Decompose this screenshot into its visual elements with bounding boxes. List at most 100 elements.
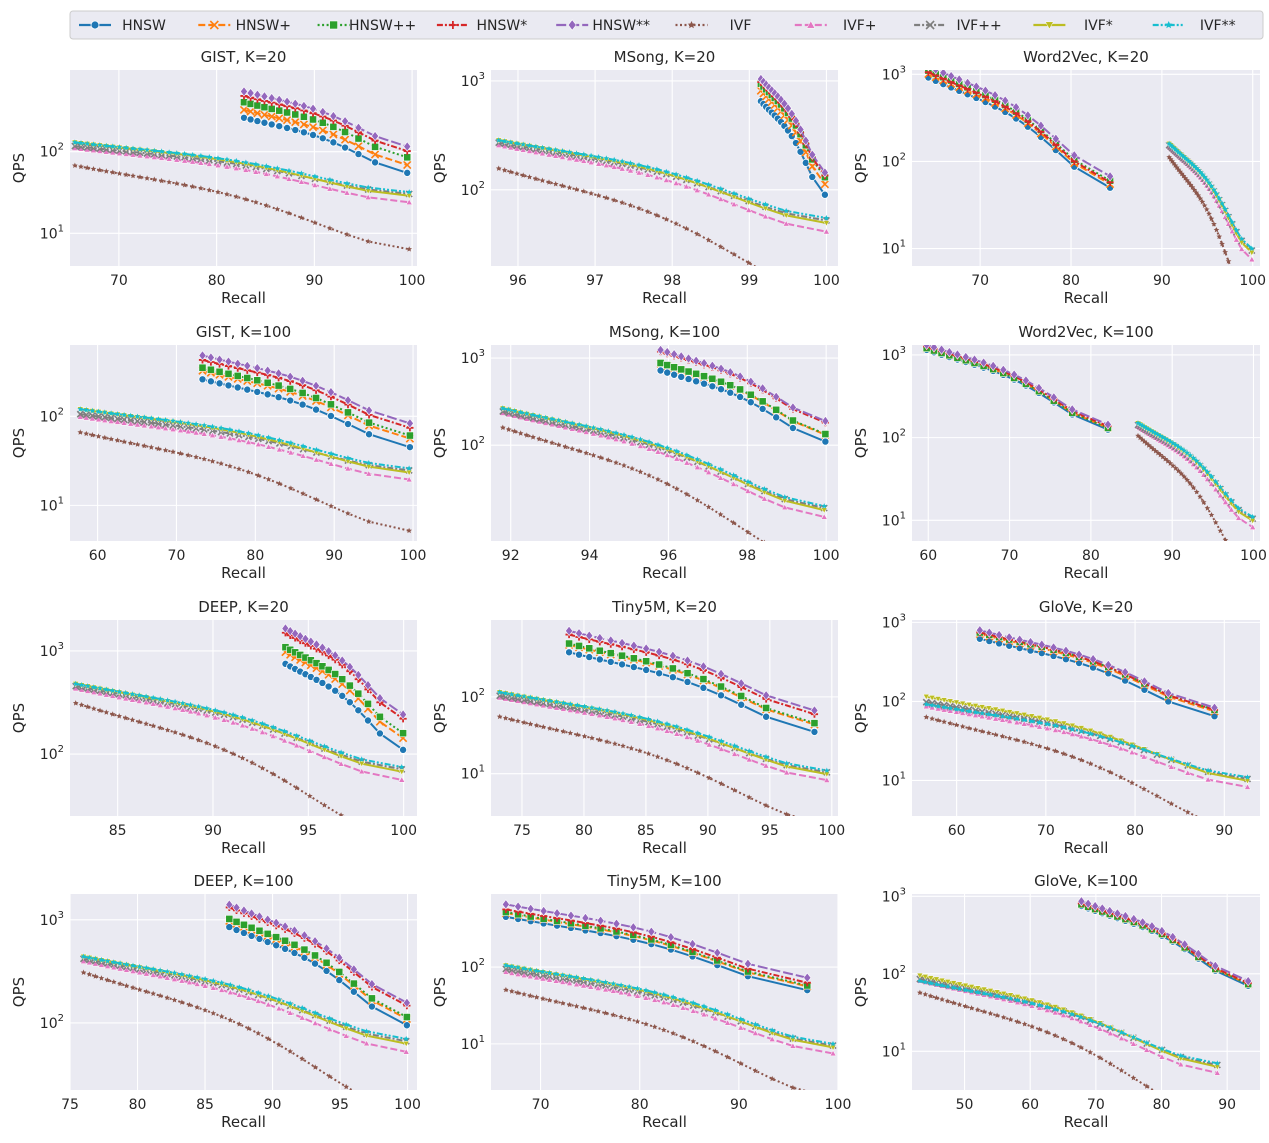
legend-item-hnswplus: HNSW+ (198, 18, 291, 34)
series-line (74, 141, 410, 194)
data-point (103, 168, 110, 174)
series-line (505, 988, 807, 1090)
series-hnsw (239, 113, 412, 177)
plot-area (912, 70, 1260, 266)
data-point (274, 393, 283, 402)
data-point (974, 985, 982, 992)
data-point (772, 413, 781, 422)
data-point (559, 972, 566, 978)
data-point (149, 971, 157, 978)
data-point (1204, 469, 1211, 475)
data-point (136, 963, 143, 970)
data-point (511, 408, 518, 414)
data-point (98, 975, 105, 981)
data-point (663, 346, 672, 358)
legend-label: IVF** (1200, 18, 1236, 34)
data-point (546, 179, 552, 185)
data-point (546, 997, 553, 1003)
series-line (499, 715, 798, 816)
data-point (509, 988, 515, 994)
legend-label: IVF (730, 18, 752, 34)
data-point (193, 454, 199, 460)
data-point (574, 702, 581, 708)
data-point (127, 440, 134, 446)
data-point (1097, 1020, 1103, 1027)
data-point (985, 705, 993, 712)
x-axis-label: Recall (1064, 289, 1109, 307)
data-point (972, 726, 979, 733)
data-point (1216, 195, 1223, 201)
data-point (399, 745, 408, 754)
data-point (705, 504, 712, 510)
data-point (114, 411, 121, 417)
data-point (144, 146, 150, 153)
data-point (97, 707, 103, 713)
data-point (787, 108, 796, 120)
data-point (322, 966, 331, 975)
data-point (932, 70, 940, 75)
data-point (602, 161, 610, 169)
data-point (1170, 160, 1177, 166)
x-axis-label: Recall (642, 839, 687, 857)
data-point (730, 480, 738, 487)
data-point (275, 94, 284, 106)
data-point (717, 377, 725, 386)
data-point (683, 733, 691, 740)
data-point (157, 992, 163, 999)
data-point (642, 994, 650, 1001)
data-point (539, 975, 547, 982)
data-point (1096, 1025, 1104, 1032)
data-point (683, 669, 692, 678)
data-point (218, 1013, 225, 1019)
data-point (1211, 960, 1220, 972)
data-point (634, 1018, 641, 1024)
data-point (312, 1064, 319, 1070)
data-point (788, 424, 797, 433)
data-point (184, 427, 192, 435)
data-point (1087, 735, 1095, 742)
data-point (575, 642, 583, 650)
data-point (619, 716, 627, 723)
data-point (354, 122, 363, 133)
data-point (1249, 513, 1256, 520)
data-point (717, 466, 724, 472)
data-point (1117, 744, 1125, 752)
data-point (1051, 1009, 1059, 1016)
data-point (245, 986, 252, 993)
data-point (326, 1015, 333, 1021)
data-point (730, 200, 738, 207)
data-point (286, 625, 295, 637)
data-point (645, 722, 652, 729)
data-point (1208, 215, 1215, 222)
data-point (645, 750, 652, 757)
data-point (791, 115, 800, 126)
data-point (1213, 190, 1220, 197)
series-line (660, 349, 826, 423)
data-point (1001, 95, 1010, 106)
data-point (233, 383, 242, 392)
data-point (526, 142, 533, 148)
x-tick-label: 70 (1037, 823, 1055, 839)
data-point (1097, 733, 1103, 739)
data-point (700, 357, 709, 369)
data-point (363, 1028, 370, 1034)
data-point (763, 269, 769, 274)
data-point (820, 180, 830, 189)
data-point (1157, 925, 1166, 937)
x-tick-label: 70 (1001, 548, 1019, 564)
data-point (496, 713, 503, 720)
data-point (1244, 783, 1251, 790)
data-point (527, 694, 534, 700)
data-point (656, 359, 665, 367)
x-tick-label: 100 (400, 548, 427, 564)
data-point (946, 698, 954, 705)
data-point (1140, 676, 1149, 687)
data-point (265, 434, 272, 440)
x-axis-label: Recall (221, 839, 266, 857)
data-point (399, 729, 407, 738)
data-point (705, 741, 713, 748)
data-point (311, 951, 319, 960)
series-line (927, 76, 1111, 189)
data-point (162, 424, 170, 431)
